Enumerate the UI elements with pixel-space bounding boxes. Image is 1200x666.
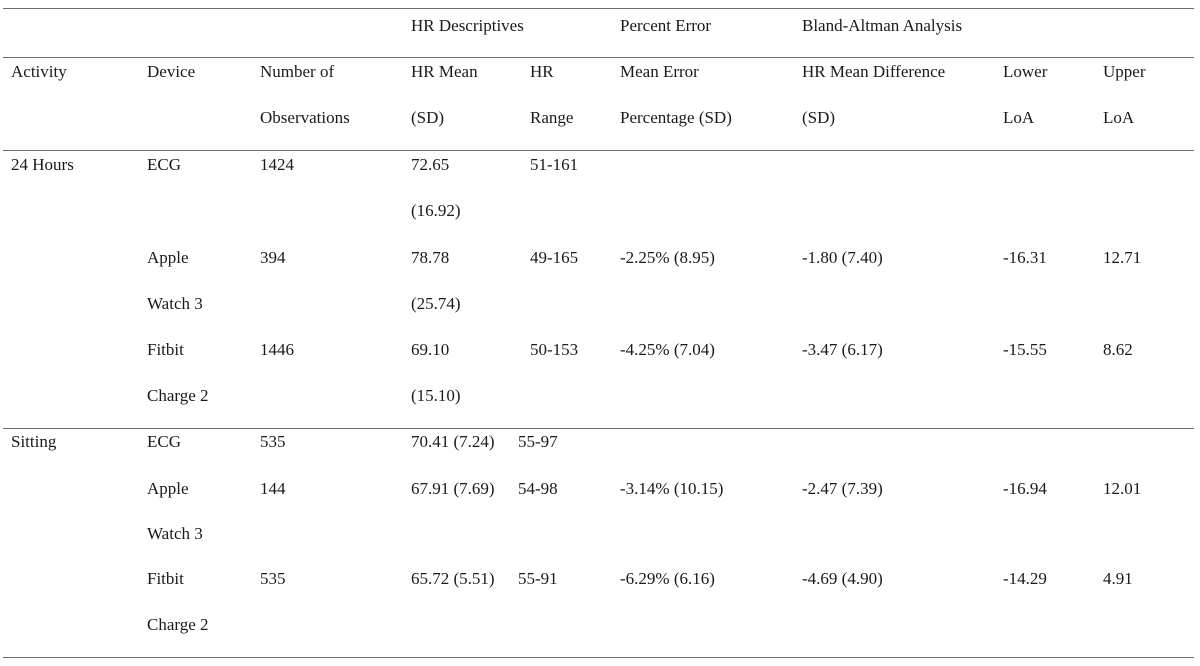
- column-header-hr-mean-difference: HR Mean Difference: [802, 62, 946, 81]
- cell-observations: 144: [260, 479, 286, 498]
- cell-upper-loa: 12.71: [1103, 248, 1142, 267]
- column-header-device: Device: [147, 62, 196, 81]
- column-header-hr-range: HR: [530, 62, 554, 81]
- group-header-bland-altman: Bland-Altman Analysis: [802, 16, 963, 35]
- cell-hr-mean-difference: -1.80 (7.40): [802, 248, 883, 267]
- cell-lower-loa: -14.29: [1003, 569, 1047, 588]
- cell-observations: 535: [260, 432, 286, 451]
- cell-lower-loa: -16.94: [1003, 479, 1047, 498]
- cell-device: Apple: [147, 479, 189, 498]
- cell-hr-range: 55-97: [518, 432, 558, 451]
- cell-hr-range: 49-165: [530, 248, 579, 267]
- column-header-lower-loa: LoA: [1003, 108, 1035, 127]
- cell-hr-range: 54-98: [518, 479, 558, 498]
- column-header-activity: Activity: [11, 62, 67, 81]
- cell-hr-mean: 65.72 (5.51): [411, 569, 495, 588]
- column-header-observations: Number of: [260, 62, 335, 81]
- cell-observations: 1446: [260, 340, 294, 359]
- cell-activity: 24 Hours: [11, 155, 74, 174]
- column-header-hr-range: Range: [530, 108, 574, 127]
- bottom-rule: [3, 657, 1194, 658]
- cell-hr-mean-difference: -2.47 (7.39): [802, 479, 883, 498]
- column-header-hr-mean-difference: (SD): [802, 108, 836, 127]
- cell-device-line2: Charge 2: [147, 615, 209, 634]
- cell-device: ECG: [147, 155, 181, 174]
- cell-hr-mean: 69.10: [411, 340, 450, 359]
- cell-hr-range: 50-153: [530, 340, 579, 359]
- cell-upper-loa: 12.01: [1103, 479, 1142, 498]
- cell-hr-mean-difference: -3.47 (6.17): [802, 340, 883, 359]
- cell-hr-mean-difference: -4.69 (4.90): [802, 569, 883, 588]
- column-header-observations: Observations: [260, 108, 350, 127]
- column-header-upper-loa: Upper: [1103, 62, 1146, 81]
- cell-activity: Sitting: [11, 432, 57, 451]
- cell-hr-mean-sd: (16.92): [411, 201, 461, 220]
- cell-observations: 535: [260, 569, 286, 588]
- column-header-mean-error: Mean Error: [620, 62, 699, 81]
- cell-hr-mean-sd: (15.10): [411, 386, 461, 405]
- cell-hr-mean: 67.91 (7.69): [411, 479, 495, 498]
- column-header-hr-mean: (SD): [411, 108, 445, 127]
- top-rule: [3, 8, 1194, 9]
- cell-device: ECG: [147, 432, 181, 451]
- group-header-percent-error: Percent Error: [620, 16, 712, 35]
- cell-device-line2: Watch 3: [147, 294, 203, 313]
- cell-device: Apple: [147, 248, 189, 267]
- cell-mean-error: -3.14% (10.15): [620, 479, 724, 498]
- column-header-upper-loa: LoA: [1103, 108, 1135, 127]
- section-rule: [3, 428, 1194, 429]
- cell-hr-mean: 72.65: [411, 155, 450, 174]
- cell-device-line2: Charge 2: [147, 386, 209, 405]
- group-header-hr-descriptives: HR Descriptives: [411, 16, 524, 35]
- cell-mean-error: -2.25% (8.95): [620, 248, 715, 267]
- cell-hr-range: 51-161: [530, 155, 579, 174]
- cell-hr-mean-sd: (25.74): [411, 294, 461, 313]
- cell-device: Fitbit: [147, 569, 184, 588]
- cell-device-line2: Watch 3: [147, 524, 203, 543]
- column-header-hr-mean: HR Mean: [411, 62, 478, 81]
- cell-lower-loa: -16.31: [1003, 248, 1047, 267]
- cell-hr-mean: 70.41 (7.24): [411, 432, 495, 451]
- cell-lower-loa: -15.55: [1003, 340, 1047, 359]
- cell-observations: 1424: [260, 155, 294, 174]
- column-header-rule: [3, 150, 1194, 151]
- cell-mean-error: -6.29% (6.16): [620, 569, 715, 588]
- cell-upper-loa: 4.91: [1103, 569, 1133, 588]
- cell-hr-mean: 78.78: [411, 248, 450, 267]
- column-header-lower-loa: Lower: [1003, 62, 1048, 81]
- cell-device: Fitbit: [147, 340, 184, 359]
- column-header-mean-error: Percentage (SD): [620, 108, 732, 127]
- cell-hr-range: 55-91: [518, 569, 558, 588]
- group-header-rule: [3, 57, 1194, 58]
- cell-mean-error: -4.25% (7.04): [620, 340, 715, 359]
- cell-observations: 394: [260, 248, 286, 267]
- cell-upper-loa: 8.62: [1103, 340, 1133, 359]
